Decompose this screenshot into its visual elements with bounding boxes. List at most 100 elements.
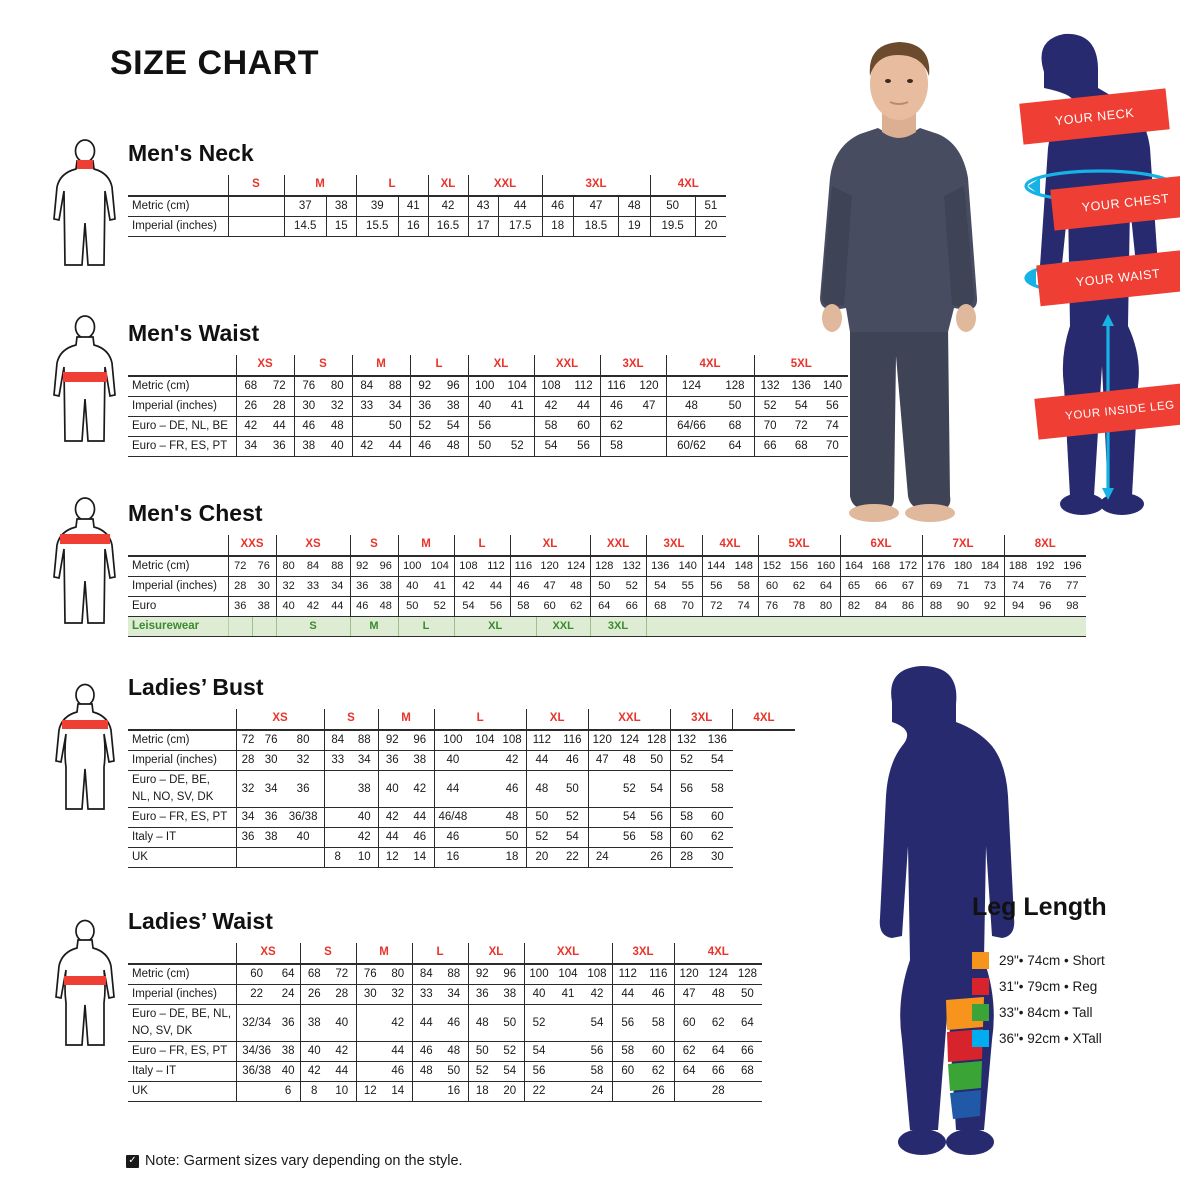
cell: 30	[252, 576, 276, 597]
cell: 184	[976, 556, 1004, 577]
cell: 58	[509, 596, 537, 617]
table-row: Metric (cm) 68 72 76 80 84 88 92 96 100 104 108 112 1…	[128, 376, 848, 397]
cell: 42	[299, 1061, 328, 1082]
cell: 50	[467, 436, 501, 457]
cell: 84	[411, 964, 440, 985]
cell: 58	[611, 1041, 643, 1062]
cell: 116	[599, 376, 633, 397]
cell: 34	[236, 436, 265, 457]
table-row: Euro – DE, BE, NL, NO, SV, DK 32/34 36 38 40 4…	[128, 1004, 762, 1042]
cell: 140	[674, 556, 702, 577]
cell: 41	[397, 196, 428, 217]
cell: 84	[323, 730, 351, 751]
cell	[632, 436, 666, 457]
table-row-metric: Metric (cm) 37 38 39 41 42 43 44 46 47 4…	[128, 196, 726, 217]
col-header-xs: XS	[236, 355, 294, 377]
cell: 188	[1003, 556, 1032, 577]
cell	[351, 416, 381, 437]
cell: 60	[673, 1004, 704, 1042]
cell: 66	[618, 596, 646, 617]
callout-label: YOUR INSIDE LEG	[1064, 398, 1176, 423]
col-header-4xl: 4XL	[665, 355, 754, 377]
cell: 56	[482, 596, 510, 617]
section-mens-neck: Men's Neck S M L XL XXL 3XL	[46, 139, 726, 272]
cell: 94	[1003, 596, 1032, 617]
cell: 144	[701, 556, 730, 577]
cell: 58	[730, 576, 758, 597]
col-header-m: M	[377, 709, 434, 731]
cell: 40	[467, 396, 501, 417]
cell: 36	[265, 436, 294, 457]
cell: 60	[236, 964, 277, 985]
col-header	[128, 943, 237, 965]
cell: 69	[921, 576, 950, 597]
col-header-xxl: XXL	[587, 709, 671, 731]
col-header-4xl: 4XL	[649, 175, 726, 197]
cell: 40	[282, 827, 324, 848]
cell: 82	[839, 596, 868, 617]
cell: 71	[949, 576, 977, 597]
col-header-6xl: 6XL	[839, 535, 922, 557]
col-header-xxs: XXS	[228, 535, 276, 557]
cell: 18	[467, 1081, 496, 1102]
cell: 33	[323, 750, 351, 771]
cell: 32	[236, 770, 260, 808]
cell: 58	[582, 1061, 612, 1082]
cell: 50	[557, 770, 589, 808]
cell	[471, 807, 499, 828]
leisurewear-cell: S	[275, 616, 350, 637]
cell	[587, 827, 616, 848]
cell: 72	[265, 376, 294, 397]
table-header-row: XS S M L XL XXL 3XL 4XL	[128, 943, 762, 965]
table-ladies-waist: XS S M L XL XXL 3XL 4XL Metric (cm) 60 64 6…	[128, 943, 762, 1102]
cell: 128	[589, 556, 618, 577]
cell: 80	[275, 556, 301, 577]
cell: 64	[812, 576, 840, 597]
leg-length-item: 31"• 79cm • Reg	[972, 978, 1177, 995]
cell: 80	[282, 730, 324, 751]
cell: 46	[411, 1041, 440, 1062]
cell: 40	[328, 1004, 356, 1042]
cell: 42	[533, 396, 568, 417]
table-row: Imperial (inches) 26 28 30 32 33 34 36 38 40 41 42 4…	[128, 396, 848, 417]
cell: 26	[299, 984, 328, 1005]
row-label: Imperial (inches)	[128, 750, 237, 771]
cell: 46	[498, 770, 527, 808]
section-title-mens-neck: Men's Neck	[128, 140, 254, 166]
cell: 54	[496, 1061, 524, 1082]
cell: 64/66	[665, 416, 717, 437]
cell: 96	[406, 730, 434, 751]
cell: 26	[643, 1081, 674, 1102]
cell: 62	[673, 1041, 704, 1062]
cell: 88	[921, 596, 950, 617]
col-header-m: M	[355, 943, 412, 965]
cell: 33	[411, 984, 440, 1005]
cell: 72	[236, 730, 260, 751]
row-label: Metric (cm)	[128, 964, 237, 985]
table-row: UK 8 10 12 14 16 18 20 22 24 26 28 30	[128, 847, 795, 868]
cell: 36	[282, 770, 324, 808]
cell: 76	[1031, 576, 1059, 597]
cell: 44	[611, 984, 643, 1005]
cell: 44	[497, 196, 542, 217]
cell: 100	[523, 964, 554, 985]
col-header-xxl: XXL	[467, 175, 542, 197]
table-row: Imperial (inches) 28 30 32 33 34 36 38 40 41 42 44 4…	[128, 576, 1086, 597]
cell: 14	[384, 1081, 412, 1102]
col-header-s: S	[293, 355, 352, 377]
cell: 38	[374, 576, 398, 597]
cell: 77	[1058, 576, 1086, 597]
cell: 92	[467, 964, 496, 985]
body-figure-bust	[46, 681, 128, 816]
cell: 44	[377, 827, 406, 848]
cell	[615, 847, 644, 868]
cell: 72	[785, 416, 817, 437]
section-ladies-waist: Ladies’ Waist XS S M L XL XXL	[46, 908, 762, 1102]
table-row-imperial: Imperial (inches) 14.5 15 15.5 16 16.5 1…	[128, 216, 726, 237]
cell: 96	[439, 376, 468, 397]
leg-length-bands	[946, 997, 984, 1119]
cell: 64	[703, 1041, 733, 1062]
cell: 160	[812, 556, 840, 577]
cell: 44	[325, 596, 350, 617]
cell: 74	[730, 596, 758, 617]
